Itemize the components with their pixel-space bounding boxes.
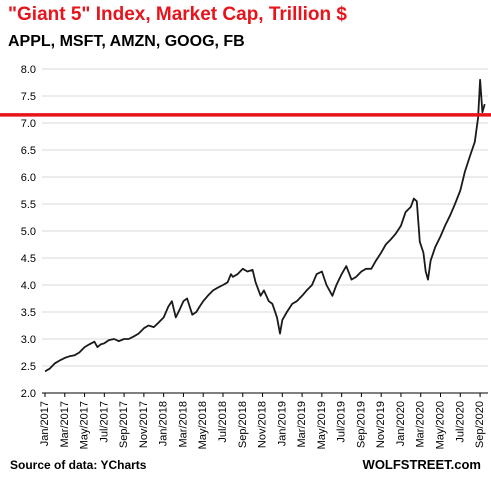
x-axis-ticks: Jan/2017 Mar/2017 May/2017 Jul/2017 Sep/2017… bbox=[39, 393, 486, 449]
y-tick-label: 6.0 bbox=[21, 172, 36, 184]
y-tick-label: 2.0 bbox=[21, 388, 36, 400]
chart-title: "Giant 5" Index, Market Cap, Trillion $ bbox=[8, 4, 347, 25]
x-tick-label: Jan/2018 bbox=[158, 401, 170, 446]
x-tick-label: Jan/2017 bbox=[39, 401, 51, 446]
x-tick-label: May/2017 bbox=[79, 401, 91, 449]
x-tick-label: Jul/2020 bbox=[454, 401, 466, 443]
y-tick-label: 6.5 bbox=[21, 145, 36, 157]
y-tick-label: 4.5 bbox=[21, 253, 36, 265]
y-tick-label: 4.0 bbox=[21, 280, 36, 292]
x-tick-label: May/2020 bbox=[435, 401, 447, 449]
y-tick-label: 7.0 bbox=[21, 118, 36, 130]
x-tick-label: Jul/2018 bbox=[217, 401, 229, 443]
x-tick-label: Mar/2018 bbox=[177, 401, 189, 447]
brand-label: WOLFSTREET.com bbox=[362, 457, 481, 472]
y-tick-label: 3.0 bbox=[21, 334, 36, 346]
x-tick-label: Mar/2020 bbox=[415, 401, 427, 447]
x-tick-label: Jan/2019 bbox=[276, 401, 288, 446]
y-tick-label: 3.5 bbox=[21, 307, 36, 319]
y-tick-label: 5.0 bbox=[21, 226, 36, 238]
x-tick-label: Sep/2020 bbox=[474, 401, 486, 448]
x-tick-label: Jul/2019 bbox=[336, 401, 348, 443]
x-tick-label: Sep/2017 bbox=[118, 401, 130, 448]
x-tick-label: May/2018 bbox=[197, 401, 209, 449]
chart-subtitle: APPL, MSFT, AMZN, GOOG, FB bbox=[8, 33, 245, 50]
x-tick-label: Mar/2017 bbox=[59, 401, 71, 447]
y-tick-label: 5.5 bbox=[21, 199, 36, 211]
x-tick-label: Jul/2017 bbox=[98, 401, 110, 443]
x-tick-label: Mar/2019 bbox=[296, 401, 308, 447]
x-tick-label: Sep/2019 bbox=[355, 401, 367, 448]
y-tick-label: 2.5 bbox=[21, 361, 36, 373]
y-tick-label: 7.5 bbox=[21, 91, 36, 103]
x-tick-label: May/2019 bbox=[316, 401, 328, 449]
x-tick-label: Nov/2017 bbox=[138, 401, 150, 448]
y-tick-label: 8.0 bbox=[21, 64, 36, 76]
source-note: Source of data: YCharts bbox=[10, 458, 147, 472]
series-line bbox=[44, 78, 486, 373]
y-axis-ticks: 2.0 2.5 3.0 3.5 4.0 4.5 5.0 5.5 6.0 6.5 7.0 7.5 8.0 bbox=[21, 64, 36, 400]
gridlines bbox=[42, 68, 488, 394]
x-tick-label: Nov/2018 bbox=[257, 401, 269, 448]
x-tick-label: Nov/2019 bbox=[375, 401, 387, 448]
x-tick-label: Jan/2020 bbox=[395, 401, 407, 446]
x-tick-label: Sep/2018 bbox=[237, 401, 249, 448]
